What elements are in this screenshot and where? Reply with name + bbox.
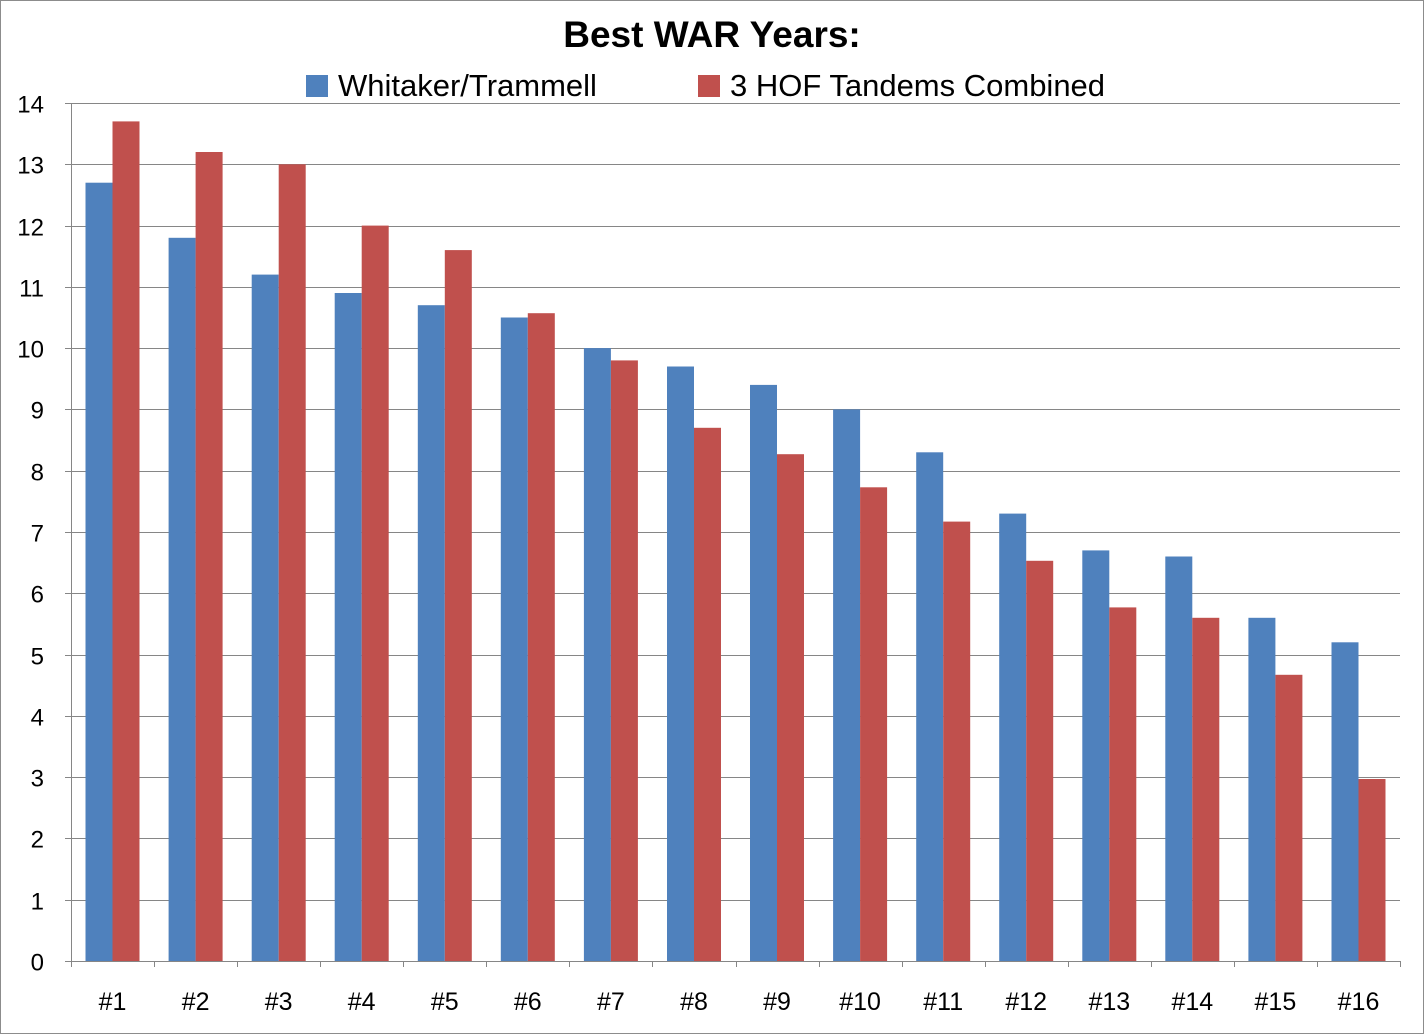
bars: [85, 121, 1386, 962]
x-tick-label: #12: [1005, 988, 1047, 1016]
y-tick-label: 7: [31, 521, 44, 548]
bar-whitaker-trammell-10: [833, 409, 861, 961]
legend: Whitaker/Trammell 3 HOF Tandems Combined: [0, 66, 1424, 106]
y-tick-label: 14: [17, 92, 44, 119]
x-tick-label: #10: [839, 988, 881, 1016]
x-tick-label: #16: [1338, 988, 1380, 1016]
x-tick-label: #5: [431, 988, 459, 1016]
axes: [65, 103, 1401, 967]
bar-hof-tandems-14: [1192, 617, 1220, 961]
bar-whitaker-trammell-1: [85, 182, 113, 961]
x-tick-label: #13: [1088, 988, 1130, 1016]
bar-whitaker-trammell-15: [1248, 617, 1276, 961]
y-tick-label: 1: [31, 889, 44, 916]
legend-item-series-2: 3 HOF Tandems Combined: [698, 66, 1105, 106]
legend-label-series-1: Whitaker/Trammell: [338, 68, 597, 103]
x-tick-label: #15: [1255, 988, 1297, 1016]
x-tick-label: #1: [99, 988, 127, 1016]
x-tick-label: #2: [182, 988, 210, 1016]
legend-swatch-series-2: [698, 75, 720, 97]
x-tick-label: #11: [923, 988, 963, 1016]
bar-whitaker-trammell-16: [1331, 642, 1359, 961]
bar-hof-tandems-3: [278, 164, 306, 962]
bar-whitaker-trammell-8: [667, 366, 694, 961]
y-tick-label: 10: [17, 337, 44, 364]
bar-whitaker-trammell-2: [168, 237, 196, 962]
bar-hof-tandems-13: [1109, 607, 1137, 961]
bar-whitaker-trammell-14: [1165, 556, 1193, 961]
bar-hof-tandems-4: [361, 225, 389, 962]
y-tick-label: 13: [17, 153, 44, 180]
bar-hof-tandems-6: [527, 313, 555, 961]
bar-hof-tandems-9: [777, 454, 804, 961]
x-tick-label: #6: [514, 988, 542, 1016]
x-tick-label: #8: [680, 988, 708, 1016]
x-axis-tick-labels: #1 #2 #3 #4 #5 #6 #7 #8 #9 #10 #11 #12 #13 #14 #15 #16: [99, 988, 1380, 1016]
bar-whitaker-trammell-11: [916, 452, 944, 961]
x-tick-label: #4: [348, 988, 376, 1016]
bar-hof-tandems-16: [1358, 779, 1386, 961]
bar-whitaker-trammell-12: [999, 513, 1027, 961]
chart-title: Best WAR Years:: [563, 14, 861, 55]
legend-item-series-1: Whitaker/Trammell: [306, 66, 597, 106]
bar-hof-tandems-12: [1026, 560, 1054, 961]
legend-swatch-series-1: [306, 75, 328, 97]
bar-hof-tandems-8: [694, 427, 721, 961]
bar-hof-tandems-15: [1275, 674, 1303, 961]
bar-hof-tandems-1: [112, 121, 140, 961]
y-tick-label: 5: [31, 644, 44, 671]
y-tick-label: 3: [31, 766, 44, 793]
bar-whitaker-trammell-13: [1082, 550, 1110, 961]
y-tick-label: 2: [31, 827, 44, 854]
y-tick-label: 8: [31, 460, 44, 487]
y-tick-label: 12: [17, 215, 44, 242]
bar-whitaker-trammell-4: [334, 293, 362, 961]
bar-hof-tandems-11: [943, 521, 971, 961]
legend-label-series-2: 3 HOF Tandems Combined: [730, 68, 1106, 103]
bar-hof-tandems-2: [195, 152, 223, 961]
y-tick-label: 9: [31, 398, 44, 425]
bar-whitaker-trammell-9: [750, 384, 777, 961]
bar-hof-tandems-7: [610, 360, 638, 961]
bar-whitaker-trammell-7: [583, 348, 611, 962]
y-tick-label: 6: [31, 582, 44, 609]
x-tick-label: #14: [1171, 988, 1213, 1016]
y-tick-label: 11: [19, 276, 44, 303]
bar-whitaker-trammell-6: [500, 317, 528, 961]
bar-whitaker-trammell-5: [417, 305, 445, 961]
y-tick-label: 0: [31, 950, 44, 977]
bar-hof-tandems-10: [860, 487, 888, 961]
y-tick-label: 4: [31, 705, 44, 732]
bar-hof-tandems-5: [444, 250, 472, 962]
x-tick-label: #7: [597, 988, 625, 1016]
bar-whitaker-trammell-3: [251, 274, 279, 962]
x-tick-label: #3: [265, 988, 293, 1016]
x-tick-label: #9: [763, 988, 791, 1016]
